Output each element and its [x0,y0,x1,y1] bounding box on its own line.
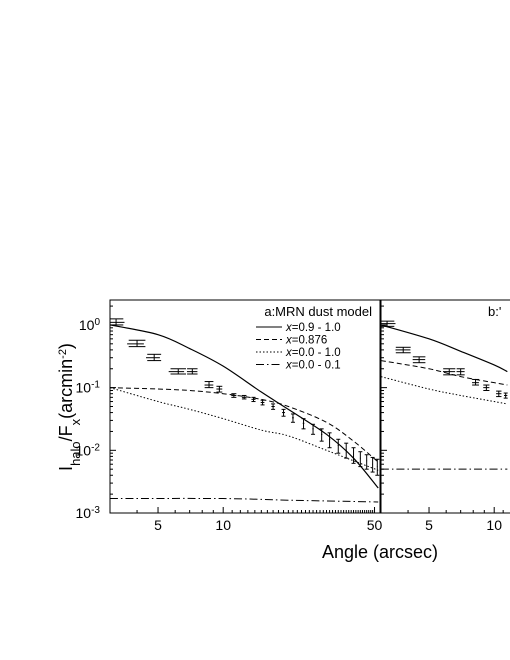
panel-b-curves [381,324,508,470]
data-point-error-bar [496,390,502,398]
data-point-error-bar [290,413,295,423]
legend-label: x=0.0 - 1.0 [285,347,341,359]
data-point-error-bar [336,438,341,454]
data-point-error-bar [251,396,256,403]
data-point-error-bar [146,353,162,362]
data-point-error-bar [395,346,411,354]
y-tick-label: 10-1 [76,379,101,396]
panel-a-title: a:MRN dust model [264,304,372,319]
data-point-error-bar [319,428,324,442]
y-tick-labels: 100 10-1 10-2 10-3 [76,316,101,521]
x-tick-label: 10 [486,517,502,533]
series-line-dotted [110,387,379,471]
series-line-dashed [110,387,379,463]
data-point-error-bar [456,368,465,376]
data-point-error-bar [442,368,456,376]
x-tick-label: 5 [425,517,433,533]
data-point-error-bar [204,381,214,389]
y-tick-label: 10-2 [76,442,101,459]
series-line-solid [381,324,508,373]
y-tick-label: 10-3 [76,505,101,522]
data-point-error-bar [358,451,363,468]
data-point-error-bar [271,403,276,410]
data-point-error-bar [231,393,237,398]
y-tick-label: 100 [79,316,101,333]
x-tick-label: 50 [367,517,383,533]
data-point-error-bar [168,368,186,375]
data-point-error-bar [311,423,316,435]
data-point-error-bar [364,454,369,470]
panel-b-title: b:' [488,304,501,319]
legend-label: x=0.9 - 1.0 [285,322,341,334]
panel-b-frame [380,299,510,514]
data-point-error-bar [370,456,375,473]
data-point-error-bar [327,432,332,449]
x-tick-label: 5 [154,517,162,533]
series-line-dotted [381,376,508,405]
panel-b-data-points [381,320,508,399]
series-line-dashed [381,360,508,386]
data-point-error-bar [110,318,125,326]
panel-a-ticks: 5 10 50 [109,305,383,533]
data-point-error-bar [472,378,479,386]
series-line-dashdot [110,497,379,503]
data-point-error-bar [412,356,426,364]
data-point-error-bar [351,447,356,464]
legend-label: x=0.876 [285,335,327,347]
panel-b-ticks: 5 10 [380,305,504,533]
panel-a-data-points [110,318,380,476]
data-point-error-bar [281,408,286,417]
panel-b: 5 10 b:' [380,299,510,533]
data-point-error-bar [186,368,198,375]
data-point-error-bar [301,418,306,430]
data-point-error-bar [503,392,508,399]
x-axis-label: Angle (arcsec) [322,542,438,562]
data-point-error-bar [381,320,396,327]
data-point-error-bar [260,399,265,406]
panel-a: 5 10 50 a:MRN dust model x=0.9 - 1.0x=0.87… [109,299,383,533]
data-point-error-bar [375,458,380,476]
data-point-error-bar [241,394,247,400]
data-point-error-bar [216,385,223,393]
legend-label: x=0.0 - 0.1 [285,360,341,372]
y-axis-label: Ihalo/Fx(arcmin-2) [56,343,83,471]
x-tick-label: 10 [215,517,231,533]
data-point-error-bar [344,442,349,459]
data-point-error-bar [483,384,490,391]
data-point-error-bar [127,339,146,348]
